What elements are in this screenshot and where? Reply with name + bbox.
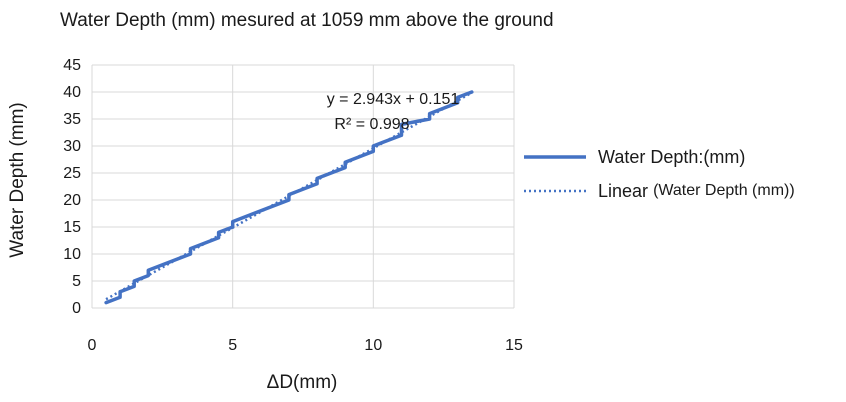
y-tick-label: 25 <box>63 165 81 182</box>
legend-label-linear-suffix: (Water Depth (mm)) <box>653 182 795 199</box>
y-tick-label: 45 <box>63 57 81 74</box>
y-tick-label: 30 <box>63 138 81 155</box>
y-tick-label: 0 <box>72 300 81 317</box>
x-tick-label: 15 <box>505 337 523 354</box>
legend-item-water-depth: Water Depth:(mm) <box>522 140 795 174</box>
series-layer <box>104 90 474 305</box>
y-tick-label: 5 <box>72 273 81 290</box>
gridlines <box>91 64 515 309</box>
legend: Water Depth:(mm) Linear (Water Depth (mm… <box>522 140 795 208</box>
x-tick-label: 10 <box>364 337 382 354</box>
x-tick-label: 0 <box>88 337 97 354</box>
r-squared-label: R² = 0.998 <box>334 116 409 133</box>
x-tick-label: 5 <box>228 337 237 354</box>
y-tick-label: 35 <box>63 111 81 128</box>
legend-item-linear: Linear (Water Depth (mm)) <box>522 174 795 208</box>
legend-solid-line-swatch <box>524 155 586 159</box>
legend-label-linear-prefix: Linear <box>598 180 649 201</box>
x-tick-labels: 0 5 10 15 <box>88 337 523 354</box>
y-tick-label: 20 <box>63 192 81 209</box>
y-axis-label: Water Depth (mm) <box>7 102 28 258</box>
y-tick-label: 40 <box>63 84 81 101</box>
legend-label-water-depth: Water Depth:(mm) <box>598 146 746 167</box>
x-axis-label: ΔD(mm) <box>266 372 338 393</box>
y-tick-labels: 0 5 10 15 20 25 30 35 40 45 <box>63 57 81 317</box>
y-tick-label: 10 <box>63 246 81 263</box>
trendline-equation: y = 2.943x + 0.151 <box>327 91 460 108</box>
series-line-water-depth <box>104 90 474 305</box>
y-tick-label: 15 <box>63 219 81 236</box>
trendline-linear <box>105 91 473 301</box>
legend-dotted-line-swatch <box>524 189 586 193</box>
chart-title: Water Depth (mm) mesured at 1059 mm abov… <box>60 10 554 31</box>
